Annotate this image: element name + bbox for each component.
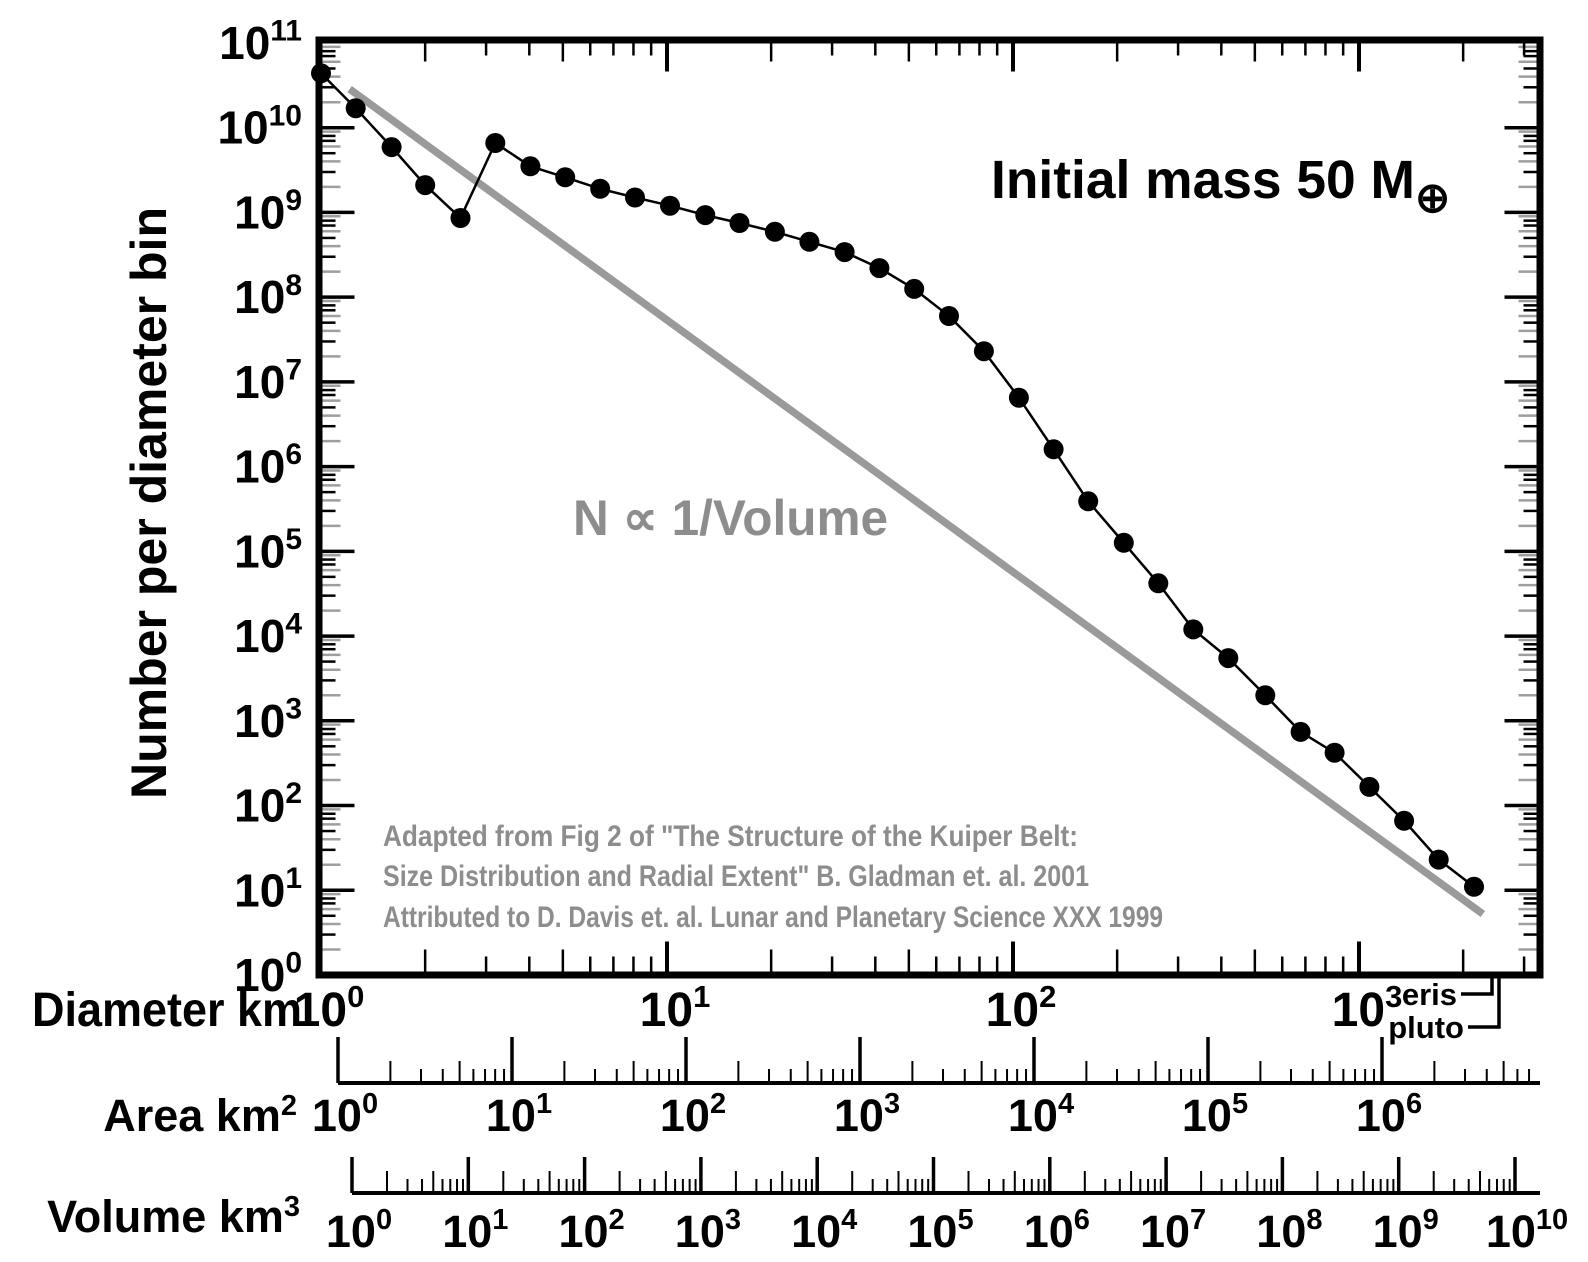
area-tick-label-1e3: 103 (834, 1088, 900, 1141)
series-connecting-line (320, 72, 1475, 888)
y-tick-label-1e8: 108 (234, 269, 302, 323)
pluto-connector-line (1468, 978, 1501, 1029)
x-tick-label-1e2: 102 (986, 979, 1057, 1037)
data-point-30 (1359, 776, 1380, 797)
data-point-28 (1290, 721, 1311, 742)
y-tick-label-1e1: 101 (234, 862, 302, 916)
data-point-24 (1148, 573, 1169, 594)
y-tick-label-1e3: 103 (234, 692, 302, 746)
data-point-12 (729, 213, 750, 233)
volume-tick-label-1e4: 104 (791, 1204, 857, 1257)
data-point-4 (450, 208, 471, 228)
data-point-7 (555, 167, 576, 188)
y-tick-label-1e5: 105 (234, 523, 302, 577)
y-tick-label-1e9: 109 (234, 184, 302, 238)
data-series (311, 63, 1486, 918)
eris-tick-label: eris (1402, 977, 1457, 1012)
volume-tick-label-1e8: 108 (1256, 1204, 1322, 1257)
y-tick-label-1e7: 107 (234, 353, 302, 407)
data-point-33 (1464, 876, 1484, 897)
x-axis-title: Diameter km (32, 984, 302, 1037)
volume-tick-label-1e10: 1010 (1486, 1204, 1568, 1257)
area-tick-label-1e0: 100 (312, 1088, 378, 1141)
data-point-15 (834, 242, 855, 263)
volume-scale: 100 101 102 103 104 105 106 107 108 109 1010 Volume… (47, 1157, 1568, 1257)
credit-line-2: Size Distribution and Radial Extent" B. … (383, 860, 1089, 893)
data-point-21 (1043, 439, 1064, 460)
reference-line-label: N ∝ 1/Volume (573, 490, 888, 546)
area-tick-label-1e1: 101 (486, 1088, 552, 1141)
volume-tick-label-1e9: 109 (1373, 1204, 1439, 1257)
area-scale: 100 101 102 103 104 105 106 Area km2 (103, 1037, 1540, 1141)
area-tick-label-1e4: 104 (1008, 1088, 1074, 1141)
chart-title: Initial mass 50 M⊕ (991, 150, 1450, 221)
area-axis-title: Area km2 (103, 1090, 297, 1141)
area-tick-label-1e5: 105 (1182, 1088, 1248, 1141)
area-tick-label-1e6: 106 (1356, 1088, 1422, 1141)
data-point-6 (520, 156, 541, 177)
data-point-0 (311, 63, 331, 84)
data-point-27 (1255, 685, 1276, 706)
data-point-3 (415, 175, 436, 196)
plot-box (315, 36, 1544, 979)
pluto-tick-label: pluto (1388, 1010, 1464, 1045)
data-point-25 (1183, 619, 1204, 640)
data-point-13 (764, 221, 785, 242)
data-point-17 (904, 278, 925, 299)
volume-axis-title: Volume km3 (47, 1191, 300, 1242)
volume-tick-label-1e5: 105 (907, 1204, 973, 1257)
data-point-22 (1078, 491, 1099, 512)
data-point-16 (869, 258, 890, 279)
data-point-19 (973, 341, 994, 362)
volume-tick-label-1e7: 107 (1140, 1204, 1206, 1257)
y-tick-label-1e6: 106 (234, 438, 302, 492)
y-tick-label-1e11: 1011 (219, 15, 302, 69)
plot-frame (315, 36, 1544, 979)
data-point-10 (660, 195, 680, 216)
volume-tick-label-1e0: 100 (326, 1204, 392, 1257)
data-point-32 (1428, 849, 1449, 870)
data-point-31 (1394, 810, 1415, 831)
data-point-8 (590, 178, 611, 199)
credit-line-3: Attributed to D. Davis et. al. Lunar and… (383, 901, 1163, 934)
data-point-2 (381, 137, 402, 158)
y-axis-title: Number per diameter bin (121, 207, 177, 799)
data-point-26 (1218, 648, 1239, 669)
earth-mass-icon: ⊕ (1415, 174, 1450, 221)
data-point-18 (939, 306, 959, 326)
data-point-11 (695, 205, 716, 226)
x-tick-label-1e1: 101 (640, 979, 711, 1037)
area-tick-label-1e2: 102 (660, 1088, 726, 1141)
volume-tick-label-1e3: 103 (675, 1204, 741, 1257)
axis-ticks (322, 43, 1537, 972)
data-point-9 (625, 187, 645, 208)
data-point-1 (345, 98, 366, 119)
volume-tick-label-1e6: 106 (1024, 1204, 1090, 1257)
volume-tick-label-1e1: 101 (442, 1204, 508, 1257)
reference-line (347, 86, 1486, 918)
generated-tick-labels: 100 101 102 103 104 105 106 107 108 109 1010 1011 10… (217, 15, 1450, 1037)
y-tick-label-1e10: 1010 (217, 99, 302, 153)
volume-tick-label-1e2: 102 (558, 1204, 624, 1257)
x-tick-label-1e0: 100 (294, 979, 365, 1037)
credit-line-1: Adapted from Fig 2 of "The Structure of … (383, 820, 1078, 853)
eris-connector-line (1461, 978, 1494, 996)
y-tick-label-1e0: 100 (234, 947, 302, 1001)
data-point-23 (1113, 532, 1134, 553)
data-point-5 (485, 133, 506, 153)
data-point-14 (799, 231, 820, 252)
x-tick-label-1e3: 103 (1332, 979, 1403, 1037)
data-point-20 (1008, 387, 1029, 408)
data-point-29 (1324, 742, 1345, 763)
y-tick-label-1e2: 102 (234, 777, 302, 831)
y-tick-label-1e4: 104 (234, 608, 302, 662)
